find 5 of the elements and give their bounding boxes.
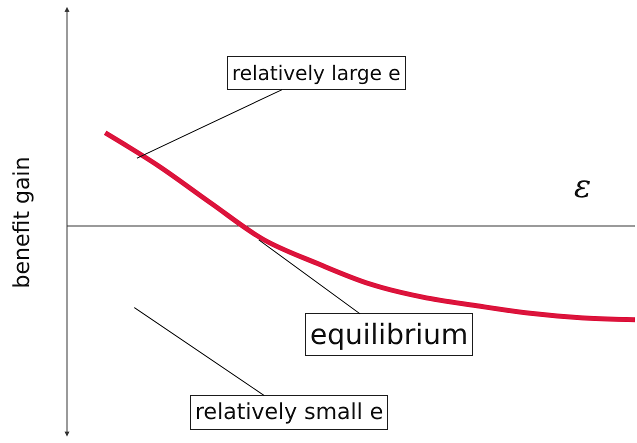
y-axis-title: benefit gain xyxy=(10,156,35,288)
annotation: equilibrium xyxy=(310,318,468,351)
text: relatively large e xyxy=(232,61,401,85)
text: relatively small e xyxy=(195,400,384,425)
x-axis-title: ε xyxy=(574,167,592,205)
